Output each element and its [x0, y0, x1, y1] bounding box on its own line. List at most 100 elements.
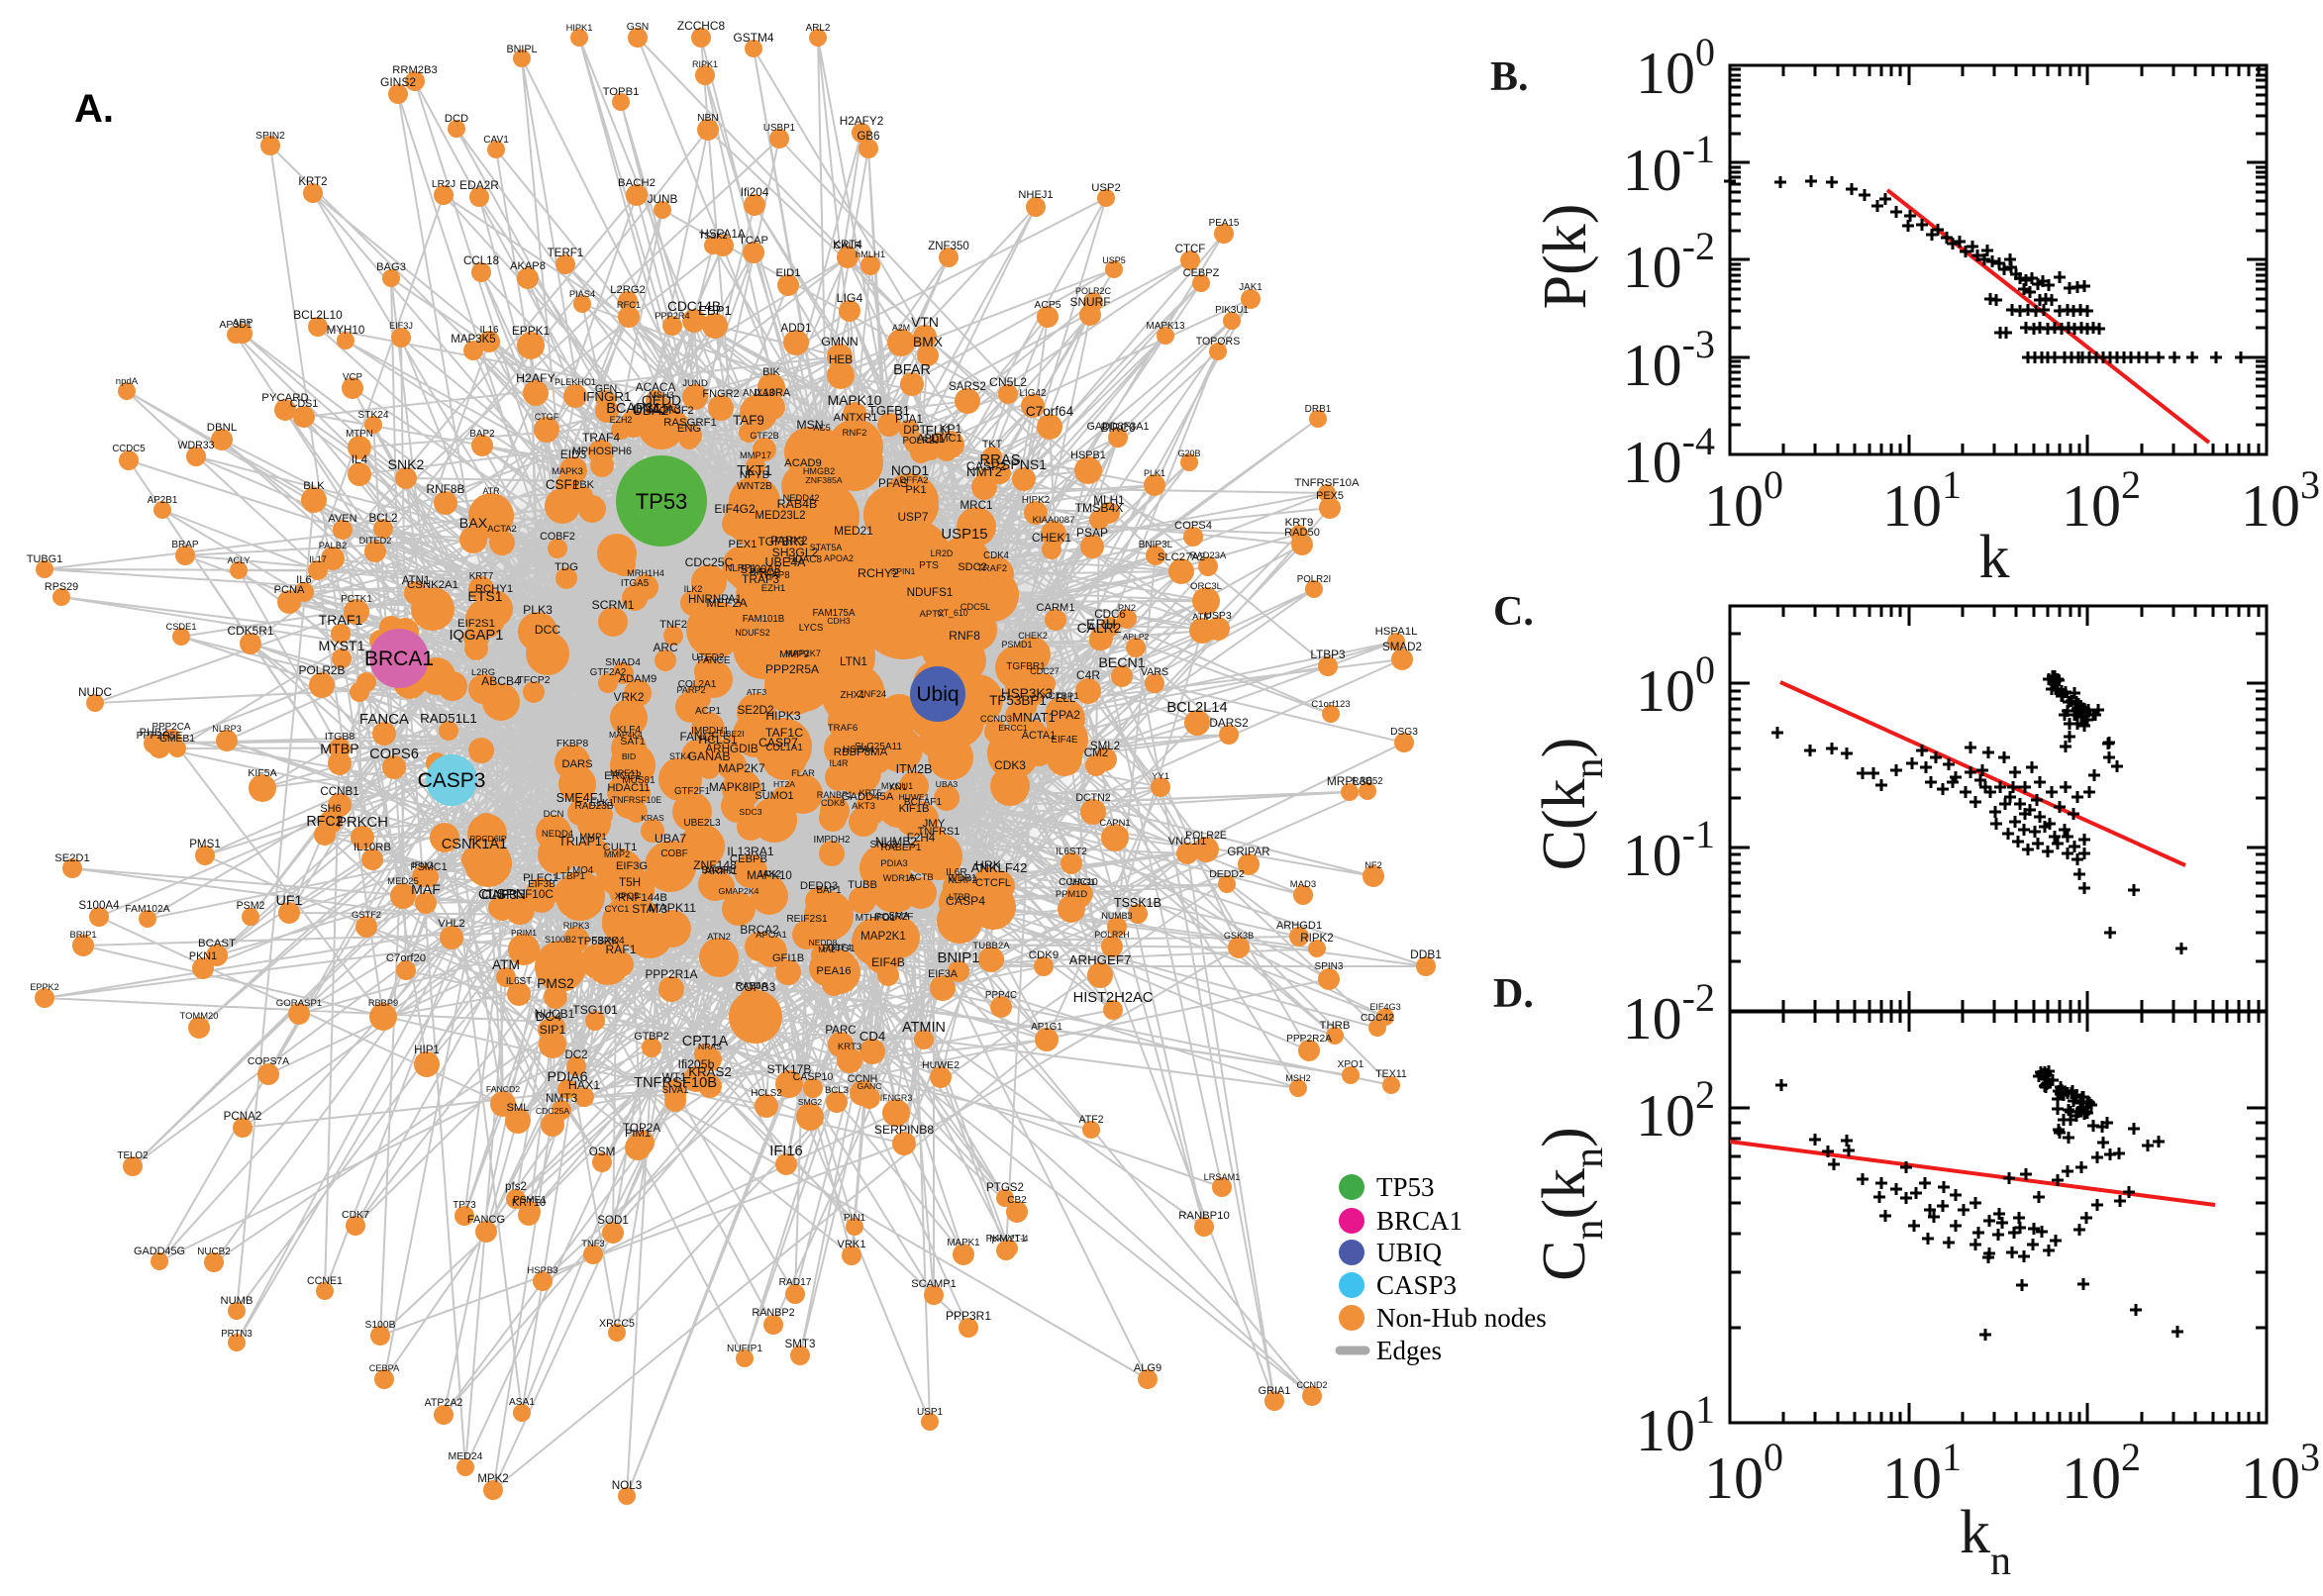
svg-text:k: k	[1979, 524, 2010, 591]
svg-text:TNFRSF10B: TNFRSF10B	[634, 1075, 717, 1091]
svg-text:JMY: JMY	[923, 818, 946, 830]
svg-text:FANCA: FANCA	[359, 711, 409, 728]
svg-text:CAV1: CAV1	[483, 135, 509, 146]
svg-text:RFC2: RFC2	[306, 814, 343, 830]
svg-text:WT1: WT1	[662, 1071, 687, 1084]
svg-text:GTBP2: GTBP2	[634, 1031, 668, 1043]
svg-text:CDC25C: CDC25C	[685, 555, 734, 569]
svg-text:EIF3G: EIF3G	[616, 860, 648, 872]
svg-text:OAP3: OAP3	[481, 887, 516, 902]
svg-text:SMT3: SMT3	[785, 1338, 816, 1350]
svg-text:CDC14B: CDC14B	[667, 299, 721, 314]
svg-text:USP1: USP1	[917, 1407, 944, 1418]
svg-text:ANXA3: ANXA3	[743, 388, 774, 399]
svg-text:JUNB: JUNB	[648, 192, 678, 206]
svg-text:CCDC5: CCDC5	[112, 444, 145, 454]
svg-text:FAM175A: FAM175A	[812, 608, 855, 619]
svg-text:TOPORS: TOPORS	[1196, 336, 1241, 348]
svg-text:Cn(kn): Cn(kn)	[1531, 1127, 1612, 1281]
svg-text:AKAP8: AKAP8	[510, 260, 546, 272]
svg-text:DFFA2: DFFA2	[900, 475, 929, 485]
svg-text:10-1: 10-1	[1623, 127, 1715, 203]
svg-text:ARL2: ARL2	[806, 23, 831, 34]
svg-text:BCLAF1: BCLAF1	[904, 797, 943, 808]
svg-text:MRC1: MRC1	[960, 499, 992, 512]
svg-text:HMGB2: HMGB2	[803, 466, 835, 476]
svg-text:KRT3: KRT3	[838, 1042, 861, 1052]
svg-text:AKT3: AKT3	[852, 801, 875, 812]
svg-text:PSM2: PSM2	[237, 900, 265, 912]
svg-text:PPP2R5A: PPP2R5A	[765, 662, 819, 676]
svg-text:NOL3: NOL3	[612, 1479, 643, 1492]
svg-text:MSH2: MSH2	[1285, 1073, 1311, 1083]
svg-text:SAT1: SAT1	[620, 737, 645, 748]
svg-text:PLK3: PLK3	[523, 603, 553, 617]
svg-text:GFI1B: GFI1B	[772, 952, 804, 964]
svg-text:CN5L2: CN5L2	[989, 375, 1027, 389]
svg-text:CDC25A: CDC25A	[536, 1106, 569, 1116]
svg-text:PSMC1: PSMC1	[410, 861, 447, 873]
svg-text:DPT: DPT	[903, 423, 927, 437]
svg-text:BAG3: BAG3	[376, 261, 406, 273]
svg-text:DEDD3: DEDD3	[800, 880, 838, 892]
svg-text:UBIQ: UBIQ	[1376, 1238, 1442, 1267]
svg-text:MMP17: MMP17	[740, 450, 771, 460]
svg-text:VRK1: VRK1	[837, 1239, 865, 1250]
svg-text:100: 100	[1636, 30, 1715, 106]
svg-text:TNF3: TNF3	[581, 1238, 604, 1248]
svg-text:PYCARD: PYCARD	[261, 392, 308, 404]
svg-text:PFAS: PFAS	[878, 477, 908, 490]
svg-text:EIF4G3: EIF4G3	[1369, 1002, 1400, 1012]
svg-text:CTCFL: CTCFL	[975, 877, 1011, 889]
svg-text:GADD3F3A1: GADD3F3A1	[1086, 421, 1149, 433]
svg-text:SOD1: SOD1	[597, 1214, 629, 1227]
svg-text:CLSPN: CLSPN	[478, 887, 526, 903]
svg-text:GMEB1: GMEB1	[159, 734, 195, 745]
svg-text:ATMIN: ATMIN	[902, 1020, 946, 1036]
svg-text:GANAB: GANAB	[687, 749, 730, 763]
svg-text:IQGAP1: IQGAP1	[449, 628, 503, 644]
svg-text:PRIM1: PRIM1	[511, 928, 537, 938]
svg-text:NEDD8: NEDD8	[809, 938, 838, 948]
svg-text:TOMM20: TOMM20	[180, 1010, 219, 1021]
svg-text:CDC5L: CDC5L	[960, 602, 990, 612]
svg-text:ABL1: ABL1	[917, 433, 945, 446]
svg-text:PHB2: PHB2	[140, 727, 168, 739]
svg-text:CB2: CB2	[1007, 1195, 1027, 1206]
svg-text:EIF4G2: EIF4G2	[714, 502, 756, 516]
svg-text:SERPINB8: SERPINB8	[874, 1123, 935, 1137]
svg-text:Ifi204: Ifi204	[741, 186, 769, 199]
svg-text:SIVA1: SIVA1	[662, 1085, 689, 1096]
svg-text:MAPK3: MAPK3	[552, 465, 583, 476]
svg-text:SH3GL2: SH3GL2	[772, 546, 819, 559]
svg-text:DMC1: DMC1	[931, 433, 962, 445]
svg-text:BAP2: BAP2	[469, 429, 494, 440]
svg-text:ZHX1: ZHX1	[840, 690, 864, 701]
svg-text:PKMYT1: PKMYT1	[986, 1234, 1027, 1245]
svg-text:TMSB4X: TMSB4X	[1075, 501, 1124, 515]
svg-text:RRM2B3: RRM2B3	[392, 64, 437, 76]
svg-text:PKN1: PKN1	[189, 950, 217, 962]
svg-text:VRK2: VRK2	[614, 690, 645, 704]
svg-text:AP3D1: AP3D1	[219, 319, 252, 331]
svg-text:BIK: BIK	[762, 366, 780, 378]
svg-text:PPP3R1: PPP3R1	[946, 1309, 991, 1323]
svg-text:ITGB8: ITGB8	[325, 731, 355, 743]
svg-text:IL10RA: IL10RA	[755, 387, 791, 399]
svg-text:CDH3: CDH3	[827, 616, 851, 626]
svg-text:RBBP8MA: RBBP8MA	[834, 747, 888, 758]
svg-text:S100A8: S100A8	[741, 564, 781, 576]
svg-text:THRB: THRB	[1319, 1020, 1350, 1032]
svg-text:HCLS2: HCLS2	[751, 1088, 782, 1099]
svg-text:TP73: TP73	[453, 1200, 476, 1211]
svg-text:WDR1: WDR1	[948, 873, 977, 884]
svg-text:HNRNPA1: HNRNPA1	[688, 594, 742, 606]
svg-text:MMP9: MMP9	[779, 649, 809, 660]
svg-text:IFI16: IFI16	[769, 1144, 802, 1159]
svg-text:PPM1D: PPM1D	[1056, 888, 1088, 899]
svg-text:NMT2: NMT2	[966, 464, 1002, 479]
svg-text:101: 101	[1882, 462, 1962, 539]
svg-text:GRIPAR: GRIPAR	[1227, 847, 1269, 858]
svg-text:ZNF24: ZNF24	[858, 689, 886, 699]
svg-text:LRSAM1: LRSAM1	[1204, 1172, 1241, 1182]
